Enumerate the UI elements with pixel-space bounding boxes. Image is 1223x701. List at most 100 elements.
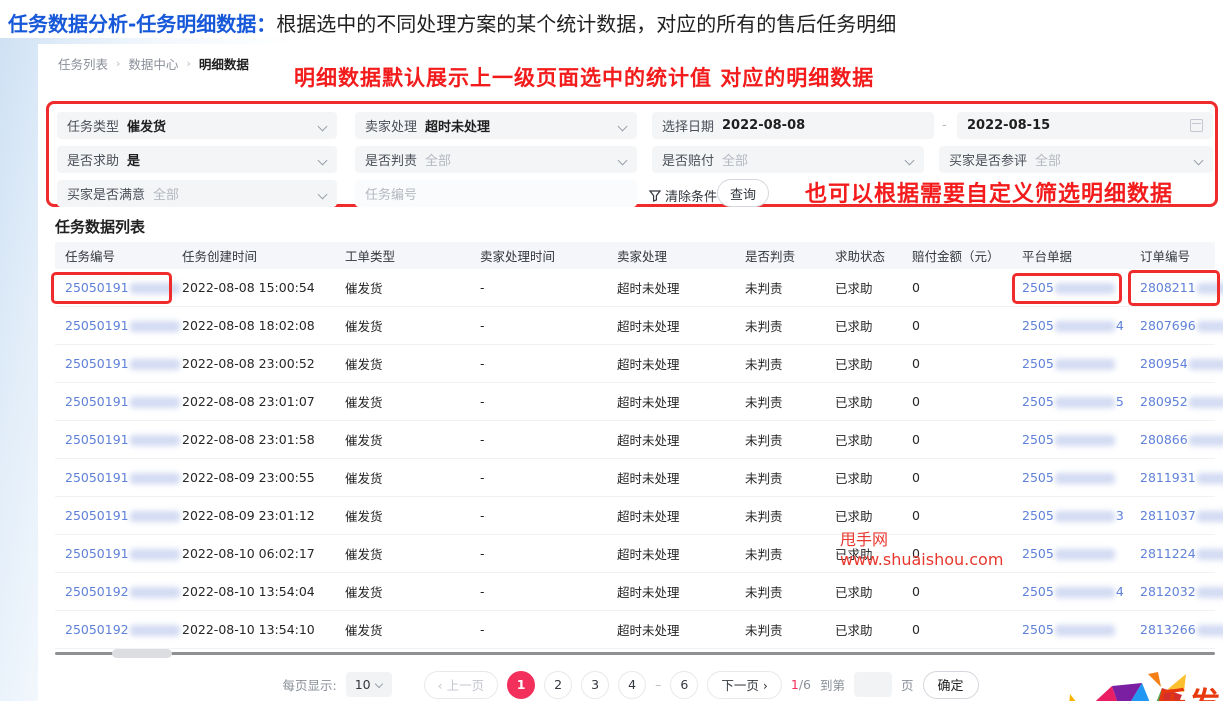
cell-order-number[interactable]: 281326649 [1130,622,1223,637]
platform-doc-link[interactable]: 2505 [1022,318,1054,333]
cell-task-number[interactable]: 25050191 [55,432,180,447]
cell-task-number[interactable]: 25050192 [55,584,180,599]
masked-digits [129,283,180,294]
cell-task-number[interactable]: 25050191 [55,470,180,485]
cell-seller-handle-time: - [480,432,485,447]
cell-platform-doc[interactable]: 2505 3 [1012,508,1130,523]
platform-doc-link[interactable]: 2505 [1022,584,1054,599]
cell-task-number[interactable]: 25050192 [55,622,180,637]
platform-doc-link-suffix[interactable]: 5 [1115,394,1124,409]
task-number-input[interactable]: 任务编号 [355,180,637,207]
platform-doc-link[interactable]: 2505 [1022,508,1054,523]
cell-task-number[interactable]: 25050191 [55,280,180,295]
filter-compensate-label: 是否赔付 [662,154,715,169]
task-number-link[interactable]: 25050191 [65,356,129,371]
order-number-link[interactable]: 280954 [1140,356,1188,371]
page-button-1[interactable]: 1 [507,670,536,699]
filter-date-end[interactable]: 2022-08-15 [957,112,1213,139]
cell-order-number[interactable]: 28095477 [1130,356,1223,371]
page-button-6[interactable]: 6 [670,670,699,699]
cell-judge: 未判责 [745,357,783,372]
filter-buyer-satisfied[interactable]: 买家是否满意 全部 [57,180,337,207]
platform-doc-link[interactable]: 2505 [1022,622,1054,637]
cell-platform-doc[interactable]: 2505 [1012,280,1130,295]
platform-doc-link[interactable]: 2505 [1022,546,1054,561]
cell-order-number[interactable]: 28086667 [1130,432,1223,447]
horizontal-scrollbar-track[interactable] [55,652,1215,655]
page-title-rest: 根据选中的不同处理方案的某个统计数据，对应的所有的售后任务明细 [276,12,897,36]
cell-order-number[interactable]: 28120328 [1130,584,1223,599]
platform-doc-link[interactable]: 2505 [1022,394,1054,409]
cell-order-number[interactable]: 280769664 [1130,318,1223,333]
page-size-select[interactable]: 10 [345,672,392,697]
order-number-link[interactable]: 2808211 [1140,280,1196,295]
cell-platform-doc[interactable]: 2505 5 [1012,394,1130,409]
cell-task-number[interactable]: 25050191 [55,508,180,523]
order-number-link[interactable]: 2807696 [1140,318,1196,333]
platform-doc-link[interactable]: 2505 [1022,432,1054,447]
cell-platform-doc[interactable]: 2505 [1012,356,1130,371]
platform-doc-link[interactable]: 2505 [1022,356,1054,371]
cell-task-number[interactable]: 25050191 [55,356,180,371]
task-number-link[interactable]: 25050191 [65,470,129,485]
cell-platform-doc[interactable]: 2505 4 [1012,584,1130,599]
jump-to-page-input[interactable] [854,672,893,697]
page-button-4[interactable]: 4 [618,670,647,699]
cell-task-number[interactable]: 25050191 [55,394,180,409]
cell-platform-doc[interactable]: 2505 [1012,470,1130,485]
order-number-link[interactable]: 2811931 [1140,470,1196,485]
platform-doc-link-suffix[interactable]: 3 [1115,508,1124,523]
filter-judge[interactable]: 是否判责 全部 [355,146,637,173]
confirm-jump-button[interactable]: 确定 [922,670,979,699]
cell-judge: 未判责 [745,547,783,562]
order-number-link[interactable]: 2811037 [1140,508,1196,523]
cell-judge: 未判责 [745,281,783,296]
platform-doc-link[interactable]: 2505 [1022,470,1054,485]
filter-date-start[interactable]: 选择日期 2022-08-08 [652,112,934,139]
filter-compensate[interactable]: 是否赔付 全部 [652,146,924,173]
task-number-link[interactable]: 25050192 [65,584,129,599]
cell-platform-doc[interactable]: 2505 4 [1012,318,1130,333]
cell-order-number[interactable]: 28095207 [1130,394,1223,409]
query-button[interactable]: 查询 [717,179,769,207]
cell-order-number[interactable]: 28119310 [1130,470,1223,485]
horizontal-scrollbar-thumb[interactable] [112,649,172,658]
cell-platform-doc[interactable]: 2505 [1012,432,1130,447]
task-number-link[interactable]: 25050191 [65,394,129,409]
breadcrumb-data-center[interactable]: 数据中心 [128,57,179,72]
order-number-link[interactable]: 280866 [1140,432,1188,447]
order-number-link[interactable]: 2813266 [1140,622,1196,637]
filter-seller-handle[interactable]: 卖家处理 超时未处理 [355,112,637,139]
cell-order-number[interactable]: 281103750 [1130,508,1223,523]
breadcrumb-task-list[interactable]: 任务列表 [58,57,109,72]
task-number-link[interactable]: 25050191 [65,318,129,333]
platform-doc-link[interactable]: 2505 [1022,280,1054,295]
next-page-button[interactable]: 下一页 › [707,670,782,699]
order-number-link[interactable]: 2812032 [1140,584,1196,599]
task-number-link[interactable]: 25050191 [65,280,129,295]
cell-platform-doc[interactable]: 2505 [1012,622,1130,637]
order-number-link[interactable]: 280952 [1140,394,1188,409]
cell-platform-doc[interactable]: 2505 [1012,546,1130,561]
page-button-2[interactable]: 2 [544,670,573,699]
task-number-link[interactable]: 25050192 [65,622,129,637]
cell-work-type: 催发货 [345,281,383,296]
cell-order-number[interactable]: 28112246 [1130,546,1223,561]
task-number-link[interactable]: 25050191 [65,432,129,447]
calendar-icon [1190,119,1203,132]
page-button-3[interactable]: 3 [581,670,610,699]
prev-page-button[interactable]: ‹ 上一页 [423,670,499,699]
task-number-link[interactable]: 25050191 [65,508,129,523]
filter-task-type[interactable]: 任务类型 催发货 [57,112,337,139]
task-number-link[interactable]: 25050191 [65,546,129,561]
cell-task-number[interactable]: 25050191 [55,318,180,333]
cell-order-number[interactable]: 28082113 [1130,280,1223,295]
cell-seller-handle: 超时未处理 [617,357,680,372]
order-number-link[interactable]: 2811224 [1140,546,1196,561]
filter-buyer-review[interactable]: 买家是否参评 全部 [939,146,1213,173]
filter-ask-help[interactable]: 是否求助 是 [57,146,337,173]
platform-doc-link-suffix[interactable]: 4 [1115,584,1124,599]
cell-task-number[interactable]: 25050191 [55,546,180,561]
platform-doc-link-suffix[interactable]: 4 [1115,318,1124,333]
clear-filters-button[interactable]: 清除条件 [649,186,717,205]
